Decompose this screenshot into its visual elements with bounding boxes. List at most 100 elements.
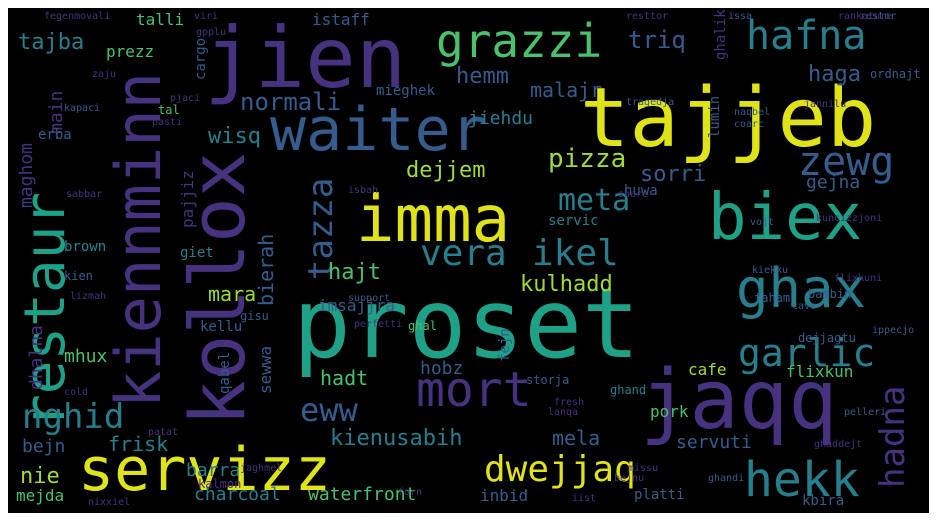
word: haga [808,62,861,87]
word: brown [64,239,107,255]
word: ikel [532,233,619,274]
word: ghandi [708,473,745,484]
word: ippecjo [872,325,915,336]
word: waiter [270,95,487,165]
word: gpplu [196,27,227,38]
word: dhalna [26,324,47,390]
word: kalmon [198,477,242,491]
word: gejna [806,172,861,193]
word: nie [20,464,60,489]
word: bejn [22,436,66,457]
word: kbira [802,493,845,509]
word: grazzi [436,14,603,68]
word: kienusabih [330,426,463,451]
word: qabel [217,351,233,394]
word: dejjagtu [798,331,856,345]
word: kien [64,269,93,283]
word: servuti [676,432,752,453]
word: imma [356,183,511,257]
word: hadt [320,366,369,390]
word: share [618,189,649,200]
word: missu [628,463,659,474]
word: sorri [640,162,707,187]
word: pajjiz [178,170,197,228]
word: pjaci [170,93,201,104]
word: wisq [208,124,261,149]
word: triq [628,26,686,54]
word: mara [208,282,257,306]
word: rankature [838,11,893,22]
word: ghax [736,257,867,320]
word: hekk [744,452,860,508]
word: flixkuni [834,273,883,284]
word: huwa [624,183,658,199]
word: prezz [106,42,155,61]
word: lanqa [548,407,579,418]
word: bierah [254,233,278,306]
word: hadna [873,385,913,488]
word: maghom [16,142,37,208]
word: garlic [738,331,876,375]
word: ordnajt [870,67,921,81]
word: erba [38,127,72,143]
word: imsajjra [318,296,396,315]
word: fegenmovali [44,11,111,22]
word: hemm [456,64,509,89]
word: normali [240,88,342,116]
word: mejda [16,486,65,505]
word: sabbar [66,189,103,200]
word: cold [64,387,89,398]
word: dwejjaq [484,449,636,490]
word: platti [634,487,685,503]
word: bejnu [614,473,645,484]
word: gisu [240,309,269,323]
word: issa [728,11,753,22]
word: tragedja [626,97,675,108]
word: sewwa [256,345,275,394]
word: kuncizzjoni [816,213,883,224]
word: jaghmel [240,463,283,474]
word: jien [204,9,407,107]
word: servizz [78,435,331,505]
word: zewg [798,139,895,185]
word: kiekku [752,265,789,276]
word: lumin [707,95,723,138]
word: malajr [530,78,603,102]
word: servic [548,213,599,229]
word: mieghek [376,83,436,99]
word: faham [754,291,791,305]
word: cave [792,301,817,312]
word: restor [860,11,897,22]
word-cloud: proset tajjeb jaqq servizz jien imma bie… [8,8,929,513]
word: istaff [312,10,370,29]
word: ghal [408,319,437,333]
word: iist [572,493,597,504]
word: tajjeb [580,71,877,166]
word: hajt [328,260,381,285]
word: biex [708,181,863,255]
word: cargo [193,37,209,80]
word: waterfront [308,484,417,505]
word: zaju [92,69,117,80]
word: hafna [746,13,867,59]
word: patat [148,427,179,438]
word: mort [416,362,532,418]
word: resttor [626,11,669,22]
word: ghalik [713,9,729,60]
word: support [348,293,391,304]
word: storja [526,373,570,387]
word: charcoal [194,484,281,505]
word: pizza [548,144,627,174]
word: mela [552,426,601,450]
word: jannilu [804,99,847,110]
word: kapaci [64,103,101,114]
word: viri [194,11,219,22]
word: inbid [480,486,529,505]
word: flixkun [786,362,854,381]
word: talli [136,10,185,29]
word: frisk [108,432,169,456]
word: bambin [808,287,852,301]
word: eww [300,391,358,429]
word: nghid [22,397,125,437]
word: barra [186,460,241,481]
